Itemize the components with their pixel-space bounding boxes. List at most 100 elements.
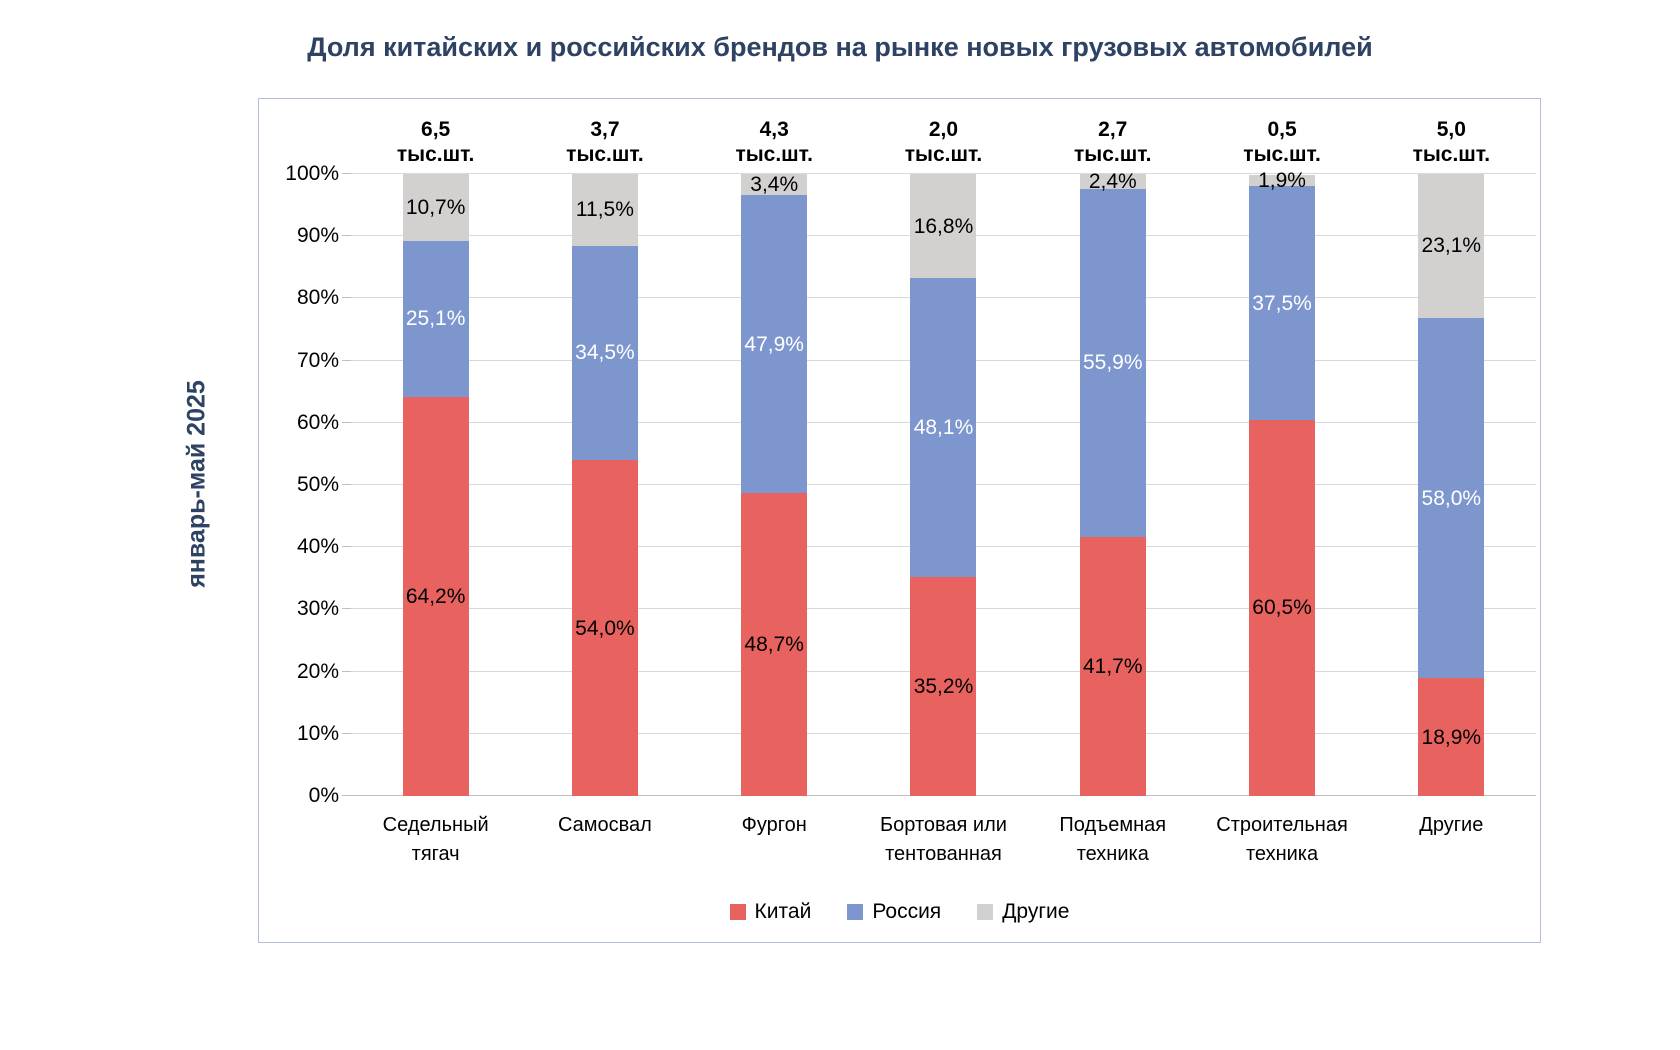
legend: Китай Россия Другие (259, 897, 1540, 927)
x-category-label-text: Строительная техника (1216, 814, 1348, 865)
segment-china: 48,7% (741, 493, 808, 796)
x-category-label-text: Седельный тягач (382, 814, 489, 865)
segment-others: 1,9% (1249, 169, 1316, 192)
bar-total-unit: тыс.шт. (1243, 143, 1321, 166)
y-tick-label: 20% (296, 659, 339, 683)
bar-total: 3,7 тыс.шт. (520, 117, 689, 167)
x-category-label: Самосвал (520, 811, 689, 869)
segment-russia: 55,9% (1079, 188, 1146, 537)
bar-column: 60,5% 37,5% 1,9% (1197, 169, 1366, 796)
legend-marker-china (729, 904, 746, 920)
bar-total-unit: тыс.шт. (1074, 143, 1152, 166)
segment-value-label: 35,2% (913, 675, 974, 699)
axis-tick-mark (342, 235, 351, 237)
segment-value-label: 41,7% (1082, 654, 1143, 678)
segment-value-label: 58,0% (1421, 486, 1482, 510)
segment-value-label: 18,9% (1421, 725, 1482, 749)
bar-total-unit: тыс.шт. (396, 143, 475, 166)
x-category-label: Бортовая или тентованная (859, 811, 1028, 869)
stacked-bar: 60,5% 37,5% 1,9% (1249, 169, 1316, 796)
segment-value-label: 54,0% (575, 616, 635, 640)
x-category-label-text: Подъемная техника (1059, 814, 1167, 865)
y-tick-label: 60% (296, 410, 339, 434)
y-tick-label: 100% (285, 162, 339, 185)
legend-item-china: Китай (729, 900, 812, 924)
stacked-bar: 35,2% 48,1% 16,8% (910, 173, 977, 796)
chart-title: Доля китайских и российских брендов на р… (307, 32, 1373, 62)
bar-total: 6,5 тыс.шт. (351, 117, 520, 167)
legend-item-others: Другие (977, 900, 1069, 924)
axis-tick-mark (342, 484, 351, 485)
axis-tick-mark (342, 359, 351, 361)
x-category-label-text: Другие (1419, 814, 1484, 836)
axis-tick-mark (342, 608, 351, 610)
legend-label-others: Другие (1002, 900, 1070, 923)
bar-column: 48,7% 47,9% 3,4% (690, 173, 859, 796)
segment-russia: 48,1% (910, 278, 977, 578)
axis-tick-mark (342, 173, 351, 174)
legend-label-china: Китай (754, 900, 812, 923)
segment-china: 18,9% (1418, 678, 1485, 796)
x-category-label: Другие (1367, 811, 1536, 869)
bar-total: 2,7 тыс.шт. (1028, 117, 1197, 167)
bar-column: 64,2% 25,1% 10,7% (351, 174, 520, 796)
bar-total: 4,3 тыс.шт. (690, 117, 859, 167)
segment-russia: 25,1% (402, 240, 469, 397)
x-category-label-text: Бортовая или тентованная (880, 814, 1007, 865)
segment-value-label: 47,9% (744, 332, 804, 356)
y-axis-ticks: 0% 10% 20% 30% 40% 50% 60% 70% 80% 90% 100% (259, 162, 339, 807)
segment-value-label: 23,1% (1421, 234, 1482, 258)
plot-border-box: 6,5 тыс.шт. 3,7 тыс.шт. 4,3 тыс.шт. 2,0 тыс.шт.… (258, 98, 1541, 943)
bar-total-value: 0,5 (1267, 118, 1297, 141)
bar-column: 54,0% 34,5% 11,5% (520, 174, 689, 796)
axis-tick-mark (342, 670, 351, 672)
bar-columns: 64,2% 25,1% 10,7% 54,0% 34,5% 11,5% 48,7% 47,9%… (351, 169, 1536, 796)
x-category-label-text: Фургон (741, 814, 807, 836)
legend-item-russia: Россия (847, 900, 941, 924)
stacked-bar: 18,9% 58,0% 23,1% (1418, 174, 1485, 796)
bar-total-unit: тыс.шт. (1412, 143, 1491, 166)
segment-value-label: 11,5% (575, 198, 634, 222)
axis-tick-mark (342, 795, 351, 796)
bar-total-value: 4,3 (759, 118, 789, 141)
segment-china: 41,7% (1079, 536, 1146, 796)
bar-total-unit: тыс.шт. (735, 143, 813, 166)
bar-column: 18,9% 58,0% 23,1% (1367, 174, 1536, 796)
stacked-bar: 48,7% 47,9% 3,4% (741, 173, 808, 796)
segment-value-label: 34,5% (575, 341, 635, 365)
segment-value-label: 16,8% (913, 214, 974, 238)
bar-total-unit: тыс.шт. (566, 143, 644, 166)
gridline (351, 173, 1536, 174)
bar-column: 35,2% 48,1% 16,8% (859, 173, 1028, 796)
y-tick-label: 70% (296, 348, 339, 372)
segment-value-label: 10,7% (405, 195, 466, 219)
segment-russia: 47,9% (741, 195, 808, 494)
segment-value-label: 55,9% (1082, 351, 1143, 375)
legend-label-russia: Россия (872, 900, 942, 923)
segment-others: 16,8% (910, 173, 977, 279)
segment-russia: 34,5% (571, 245, 638, 461)
segment-value-label: 25,1% (405, 307, 466, 331)
bar-total-value: 3,7 (590, 118, 620, 141)
stacked-bar: 41,7% 55,9% 2,4% (1079, 170, 1146, 796)
segment-value-label: 48,1% (913, 416, 974, 440)
segment-china: 64,2% (402, 396, 469, 796)
segment-others: 3,4% (741, 173, 808, 197)
bar-total: 5,0 тыс.шт. (1367, 117, 1536, 167)
segment-russia: 58,0% (1418, 317, 1485, 679)
y-axis-title: январь-май 2025 (182, 380, 211, 588)
segment-value-label: 37,5% (1252, 291, 1312, 315)
segment-russia: 37,5% (1249, 186, 1316, 420)
y-tick-label: 80% (296, 286, 339, 310)
legend-marker-russia (847, 904, 864, 920)
y-tick-label: 50% (296, 473, 339, 496)
axis-tick-mark (342, 546, 351, 548)
segment-others: 2,4% (1079, 170, 1146, 193)
x-category-label: Строительная техника (1197, 811, 1366, 869)
bar-column: 41,7% 55,9% 2,4% (1028, 170, 1197, 796)
stacked-bar: 54,0% 34,5% 11,5% (571, 174, 638, 796)
bar-totals-row: 6,5 тыс.шт. 3,7 тыс.шт. 4,3 тыс.шт. 2,0 тыс.шт.… (351, 117, 1536, 167)
segment-value-label: 3,4% (750, 173, 799, 197)
bar-total-value: 2,0 (928, 118, 959, 141)
